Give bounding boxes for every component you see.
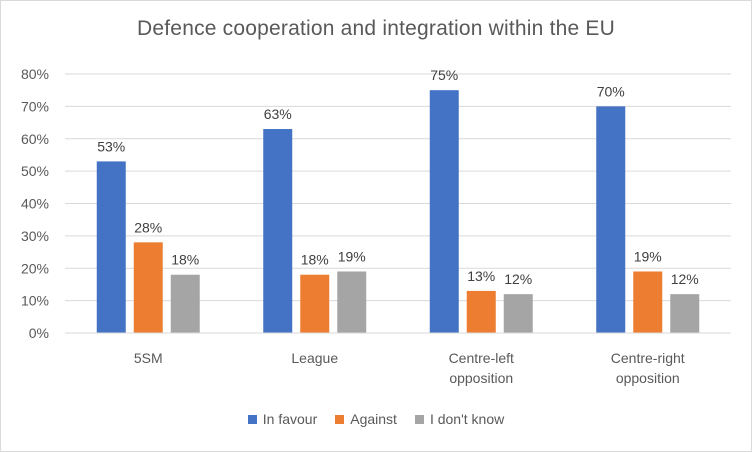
legend-label: In favour <box>262 411 318 427</box>
bar-i-don-t-know <box>170 274 200 333</box>
bar-against <box>633 271 663 333</box>
y-tick-label: 20% <box>21 260 49 276</box>
y-tick-label: 60% <box>21 131 49 147</box>
legend: In favour Against I don't know <box>1 411 751 427</box>
y-tick-label: 50% <box>21 163 49 179</box>
data-label: 12% <box>504 271 532 287</box>
x-category-label: opposition <box>616 370 680 386</box>
x-category-label: Centre-right <box>611 350 685 366</box>
chart-title: Defence cooperation and integration with… <box>137 17 615 40</box>
data-label: 53% <box>97 138 125 154</box>
legend-swatch <box>414 414 424 424</box>
data-label: 12% <box>671 271 699 287</box>
y-tick-label: 80% <box>21 66 49 82</box>
data-label: 19% <box>634 248 662 264</box>
bar-against <box>466 290 496 333</box>
x-category-label: Centre-left <box>449 350 514 366</box>
bar-against <box>133 242 163 333</box>
y-tick-label: 0% <box>29 325 49 341</box>
x-category-label: League <box>291 350 338 366</box>
legend-swatch <box>247 414 257 424</box>
bar-against <box>300 274 330 333</box>
legend-item: I don't know <box>414 411 505 427</box>
bar-in-favour <box>96 161 126 333</box>
y-tick-label: 70% <box>21 98 49 114</box>
data-label: 70% <box>597 83 625 99</box>
legend-label: I don't know <box>429 411 505 427</box>
data-label: 19% <box>338 248 366 264</box>
data-label: 18% <box>301 252 329 268</box>
bar-i-don-t-know <box>670 294 700 333</box>
y-tick-label: 40% <box>21 196 49 212</box>
legend-swatch <box>335 414 345 424</box>
bar-i-don-t-know <box>503 294 533 333</box>
x-category-label: opposition <box>449 370 513 386</box>
legend-item: In favour <box>247 411 318 427</box>
data-label: 18% <box>171 252 199 268</box>
y-tick-label: 30% <box>21 228 49 244</box>
data-label: 63% <box>264 106 292 122</box>
legend-item: Against <box>335 411 397 427</box>
x-category-label: 5SM <box>134 350 163 366</box>
bar-in-favour <box>596 106 626 333</box>
data-label: 13% <box>467 268 495 284</box>
y-tick-label: 10% <box>21 293 49 309</box>
bar-i-don-t-know <box>337 271 367 333</box>
data-label: 28% <box>134 219 162 235</box>
bar-in-favour <box>429 90 459 333</box>
legend-label: Against <box>350 411 397 427</box>
bar-in-favour <box>263 129 293 333</box>
data-label: 75% <box>430 67 458 83</box>
